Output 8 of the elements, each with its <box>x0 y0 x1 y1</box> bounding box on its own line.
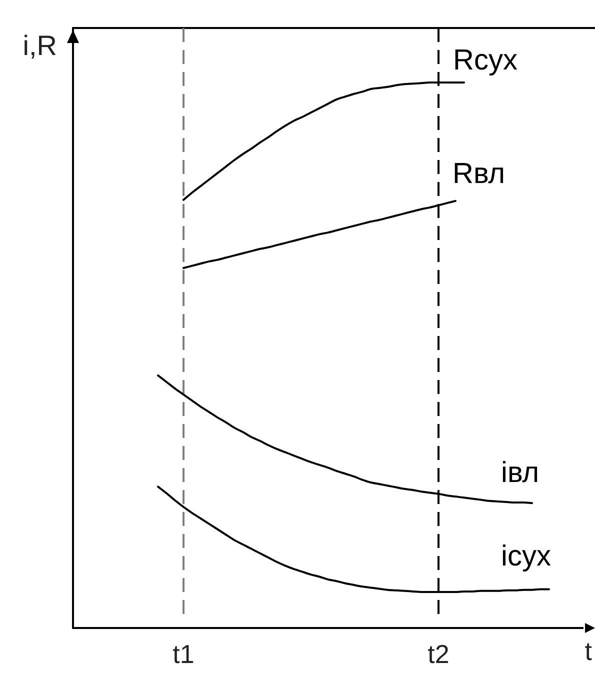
x-tick-label: t1 <box>172 638 194 669</box>
series-label: Rсух <box>453 44 518 77</box>
x-tick-label: t2 <box>428 638 450 669</box>
series-label: iсух <box>501 540 552 572</box>
y-axis-title: i,R <box>22 30 57 61</box>
series-label: Rвл <box>452 158 506 190</box>
x-axis-title: t <box>584 636 593 666</box>
series-label: iвл <box>501 457 540 490</box>
